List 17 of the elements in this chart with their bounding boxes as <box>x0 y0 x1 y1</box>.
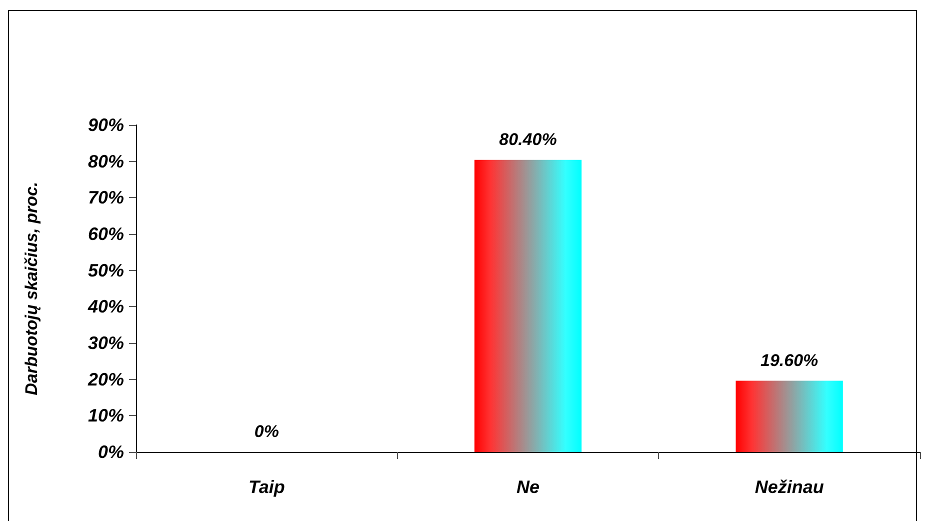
data-label: 19.60% <box>760 350 818 370</box>
y-axis-title: Darbuotojų skaičius, proc. <box>22 182 41 396</box>
y-tick-label: 20% <box>86 369 124 390</box>
y-tick-label: 90% <box>88 115 124 135</box>
data-label: 80.40% <box>499 130 557 149</box>
x-tick-label: Ne <box>516 477 540 497</box>
y-tick-label: 0% <box>98 442 124 462</box>
y-tick-label: 70% <box>88 188 124 208</box>
x-tick-label: Taip <box>248 477 285 497</box>
y-tick-label: 40% <box>86 296 124 317</box>
y-tick-label: 50% <box>88 260 124 280</box>
data-label: 0% <box>254 422 279 441</box>
y-tick-label: 10% <box>88 406 124 426</box>
y-tick-label: 80% <box>88 151 124 172</box>
y-tick-label: 60% <box>88 224 124 244</box>
y-tick-label: 30% <box>88 333 124 353</box>
x-tick-label: Nežinau <box>754 477 824 497</box>
